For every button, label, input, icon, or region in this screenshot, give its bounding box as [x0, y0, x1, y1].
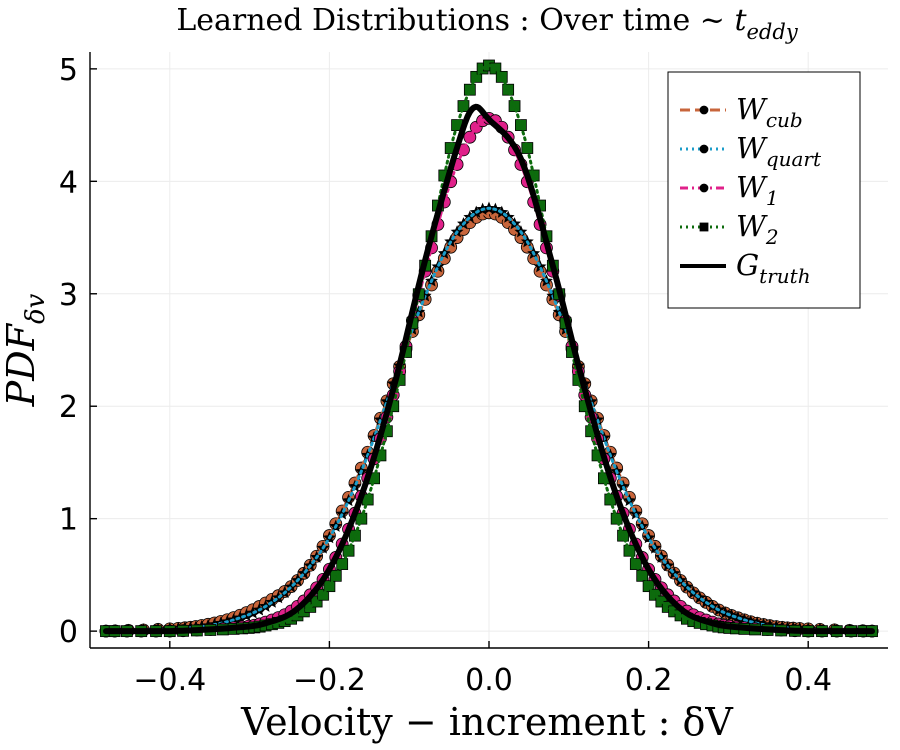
- x-tick-label: 0.2: [625, 663, 673, 698]
- x-axis-label: Velocity − increment : δV: [240, 700, 733, 744]
- y-tick-label: 2: [59, 390, 78, 425]
- legend-entry: W2: [680, 209, 779, 249]
- line-W_quart: [104, 206, 874, 633]
- x-tick-label: −0.4: [133, 663, 206, 698]
- legend-entry: Wquart: [680, 131, 822, 171]
- y-axis-label: PDFδv: [0, 293, 51, 407]
- legend-label: Wquart: [736, 131, 822, 171]
- legend-entry: Gtruth: [680, 248, 811, 288]
- legend-marker: [699, 222, 709, 232]
- legend-label: W1: [736, 170, 779, 210]
- chart-title: Learned Distributions : Over time ~ tedd…: [176, 3, 799, 44]
- x-tick-label: 0.4: [784, 663, 832, 698]
- marker-W_2: [649, 588, 661, 601]
- y-tick-label: 3: [59, 278, 78, 313]
- axis-layer: −0.4 −0.2 0.0 0.2 0.4 0 1 2 3 4 5: [59, 52, 888, 698]
- legend-entry: Wcub: [680, 92, 803, 132]
- y-tick-label: 0: [59, 615, 78, 650]
- legend-marker: [699, 144, 709, 154]
- series-layer: [99, 59, 879, 638]
- legend-label: Gtruth: [736, 248, 811, 288]
- line-W_2: [104, 64, 874, 633]
- legend-label: Wcub: [736, 92, 803, 132]
- legend-marker: [699, 183, 709, 193]
- y-tick-label: 1: [59, 503, 78, 538]
- series-G_truth: [103, 103, 875, 635]
- line-G_truth: [103, 103, 875, 635]
- y-tick-label: 5: [59, 53, 78, 88]
- legend-label: W2: [736, 209, 779, 249]
- x-tick-label: 0.0: [465, 663, 513, 698]
- x-tick-label: −0.2: [293, 663, 366, 698]
- y-tick-label: 4: [59, 165, 78, 200]
- legend-entry: W1: [680, 170, 779, 210]
- legend-marker: [699, 105, 709, 115]
